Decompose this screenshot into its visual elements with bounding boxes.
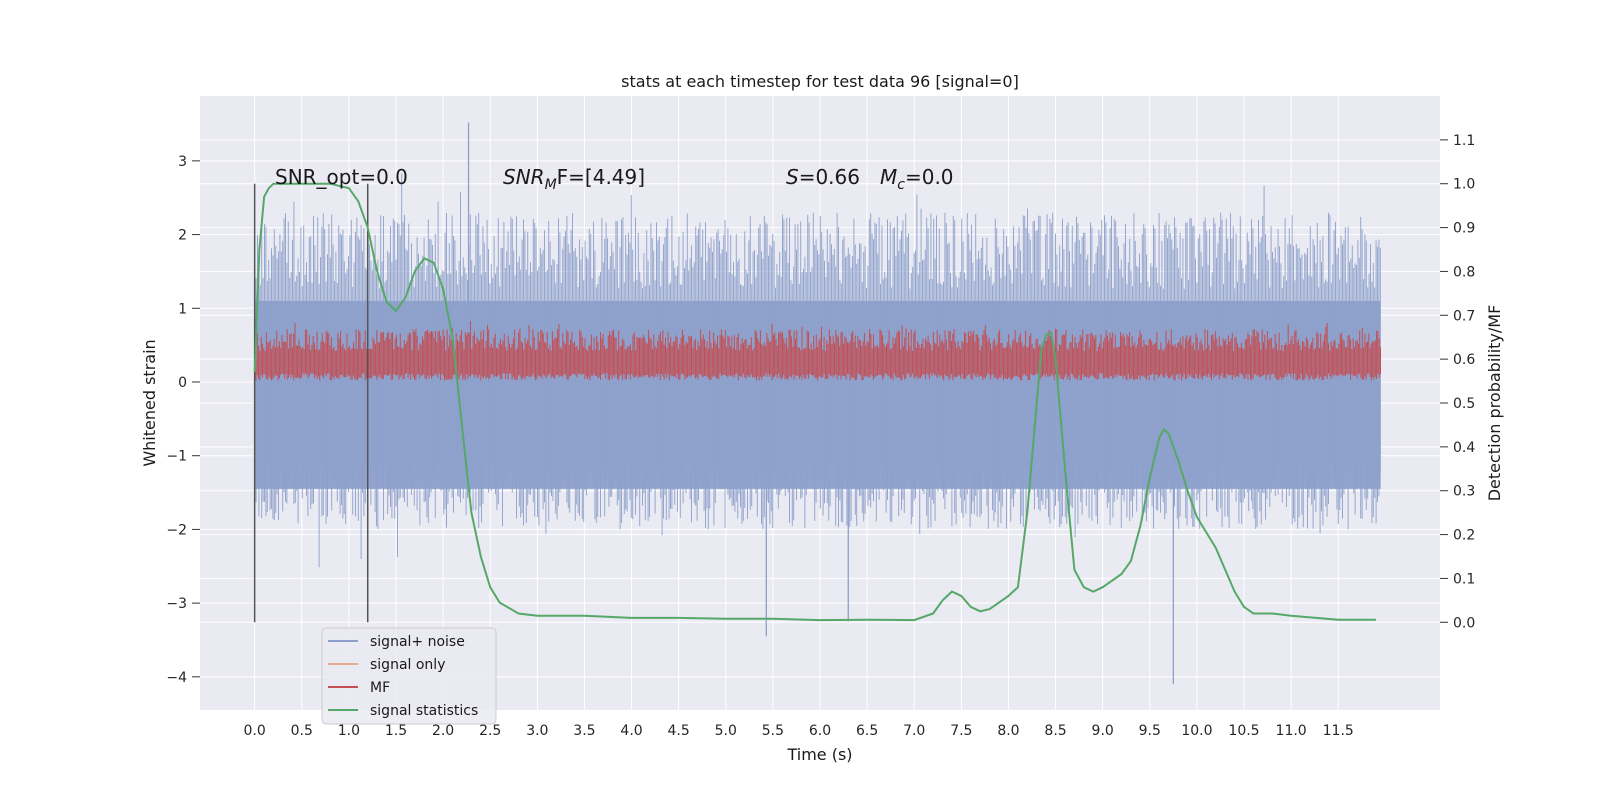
y-tick-label-right: 0.8 bbox=[1453, 264, 1475, 280]
y-axis-right-ticks: 0.0 0.1 0.2 0.3 0.4 0.5 0.6 0.7 0.8 0.9 1.0 1.1 bbox=[1440, 133, 1475, 631]
y-tick-label-left: −4 bbox=[166, 670, 187, 686]
x-axis-ticks: 0.0 0.5 1.0 1.5 2.0 2.5 3.0 3.5 4.0 4.5 5.0 5.5 6.0 6… bbox=[244, 723, 1354, 739]
x-tick-label: 11.0 bbox=[1276, 723, 1307, 739]
y-tick-label-right: 0.6 bbox=[1453, 352, 1475, 368]
x-tick-label: 7.0 bbox=[903, 723, 925, 739]
chart-title: stats at each timestep for test data 96 … bbox=[621, 72, 1019, 91]
marker-lines bbox=[253, 183, 369, 623]
annotation-snr-mf: SNRMF=[4.49] bbox=[503, 165, 645, 193]
y-tick-label-right: 0.3 bbox=[1453, 484, 1475, 500]
x-tick-label: 9.0 bbox=[1092, 723, 1114, 739]
x-tick-label: 6.5 bbox=[856, 723, 878, 739]
x-tick-label: 4.0 bbox=[620, 723, 642, 739]
x-tick-label: 9.5 bbox=[1139, 723, 1161, 739]
x-tick-label: 10.5 bbox=[1228, 723, 1259, 739]
mc-subscript: c bbox=[897, 177, 905, 193]
x-tick-label: 3.0 bbox=[526, 723, 548, 739]
y-tick-label-right: 0.0 bbox=[1453, 615, 1475, 631]
x-tick-label: 10.0 bbox=[1181, 723, 1212, 739]
y-tick-label-left: 0 bbox=[178, 375, 187, 391]
y-tick-label-right: 1.0 bbox=[1453, 177, 1475, 193]
y-tick-label-right: 0.5 bbox=[1453, 396, 1475, 412]
y-tick-label-left: −1 bbox=[166, 449, 187, 465]
x-tick-label: 5.5 bbox=[762, 723, 784, 739]
annotation-s: S=0.66 bbox=[786, 165, 860, 189]
snr-mf-value: F=[4.49] bbox=[557, 165, 645, 189]
x-tick-label: 2.5 bbox=[479, 723, 501, 739]
y-tick-label-right: 0.1 bbox=[1453, 571, 1475, 587]
y-tick-label-left: −3 bbox=[166, 596, 187, 612]
x-tick-label: 0.5 bbox=[291, 723, 313, 739]
x-tick-label: 8.0 bbox=[997, 723, 1019, 739]
snr-mf-label: SNR bbox=[503, 165, 545, 189]
legend: signal+ noise signal only MF signal stat… bbox=[321, 627, 497, 725]
signal-statistics-line bbox=[253, 182, 1376, 622]
y-axis-left-label: Whitened strain bbox=[140, 339, 159, 466]
y-tick-label-right: 0.7 bbox=[1453, 308, 1475, 324]
mc-label: M bbox=[880, 165, 897, 189]
y-tick-label-left: 3 bbox=[178, 154, 187, 170]
x-tick-label: 1.0 bbox=[338, 723, 360, 739]
annotation-mc: Mc=0.0 bbox=[880, 165, 954, 193]
x-tick-label: 3.5 bbox=[573, 723, 595, 739]
y-tick-label-left: 2 bbox=[178, 228, 187, 244]
snr-mf-subscript: M bbox=[545, 177, 557, 193]
x-tick-label: 8.5 bbox=[1044, 723, 1066, 739]
x-tick-label: 5.0 bbox=[715, 723, 737, 739]
y-axis-left-ticks: −4 −3 −2 −1 0 1 2 3 bbox=[166, 154, 200, 686]
y-tick-label-right: 0.9 bbox=[1453, 221, 1475, 237]
s-label: S bbox=[786, 165, 799, 189]
x-tick-label: 4.5 bbox=[668, 723, 690, 739]
x-tick-label: 6.0 bbox=[809, 723, 831, 739]
mc-value: =0.0 bbox=[905, 165, 954, 189]
legend-box bbox=[321, 627, 497, 725]
x-tick-label: 0.0 bbox=[244, 723, 266, 739]
signal-statistics-series bbox=[253, 182, 1376, 622]
x-tick-label: 1.5 bbox=[385, 723, 407, 739]
legend-label-mf: MF bbox=[370, 680, 390, 696]
y-tick-label-left: −2 bbox=[166, 522, 187, 538]
y-axis-right-label: Detection probability/MF bbox=[1485, 305, 1504, 502]
y-tick-label-left: 1 bbox=[178, 301, 187, 317]
x-tick-label: 2.0 bbox=[432, 723, 454, 739]
y-tick-label-right: 0.4 bbox=[1453, 440, 1475, 456]
x-tick-label: 11.5 bbox=[1323, 723, 1354, 739]
legend-label-signal-statistics: signal statistics bbox=[370, 703, 478, 719]
legend-label-signal-noise: signal+ noise bbox=[370, 634, 465, 650]
y-tick-label-right: 0.2 bbox=[1453, 528, 1475, 544]
signal-noise-series bbox=[254, 122, 1381, 685]
x-tick-label: 7.5 bbox=[950, 723, 972, 739]
s-value: =0.66 bbox=[799, 165, 860, 189]
legend-label-signal-only: signal only bbox=[370, 657, 445, 673]
y-tick-label-right: 1.1 bbox=[1453, 133, 1475, 149]
annotation-snr-opt: SNR_opt=0.0 bbox=[275, 165, 408, 189]
x-axis-label: Time (s) bbox=[786, 745, 852, 764]
